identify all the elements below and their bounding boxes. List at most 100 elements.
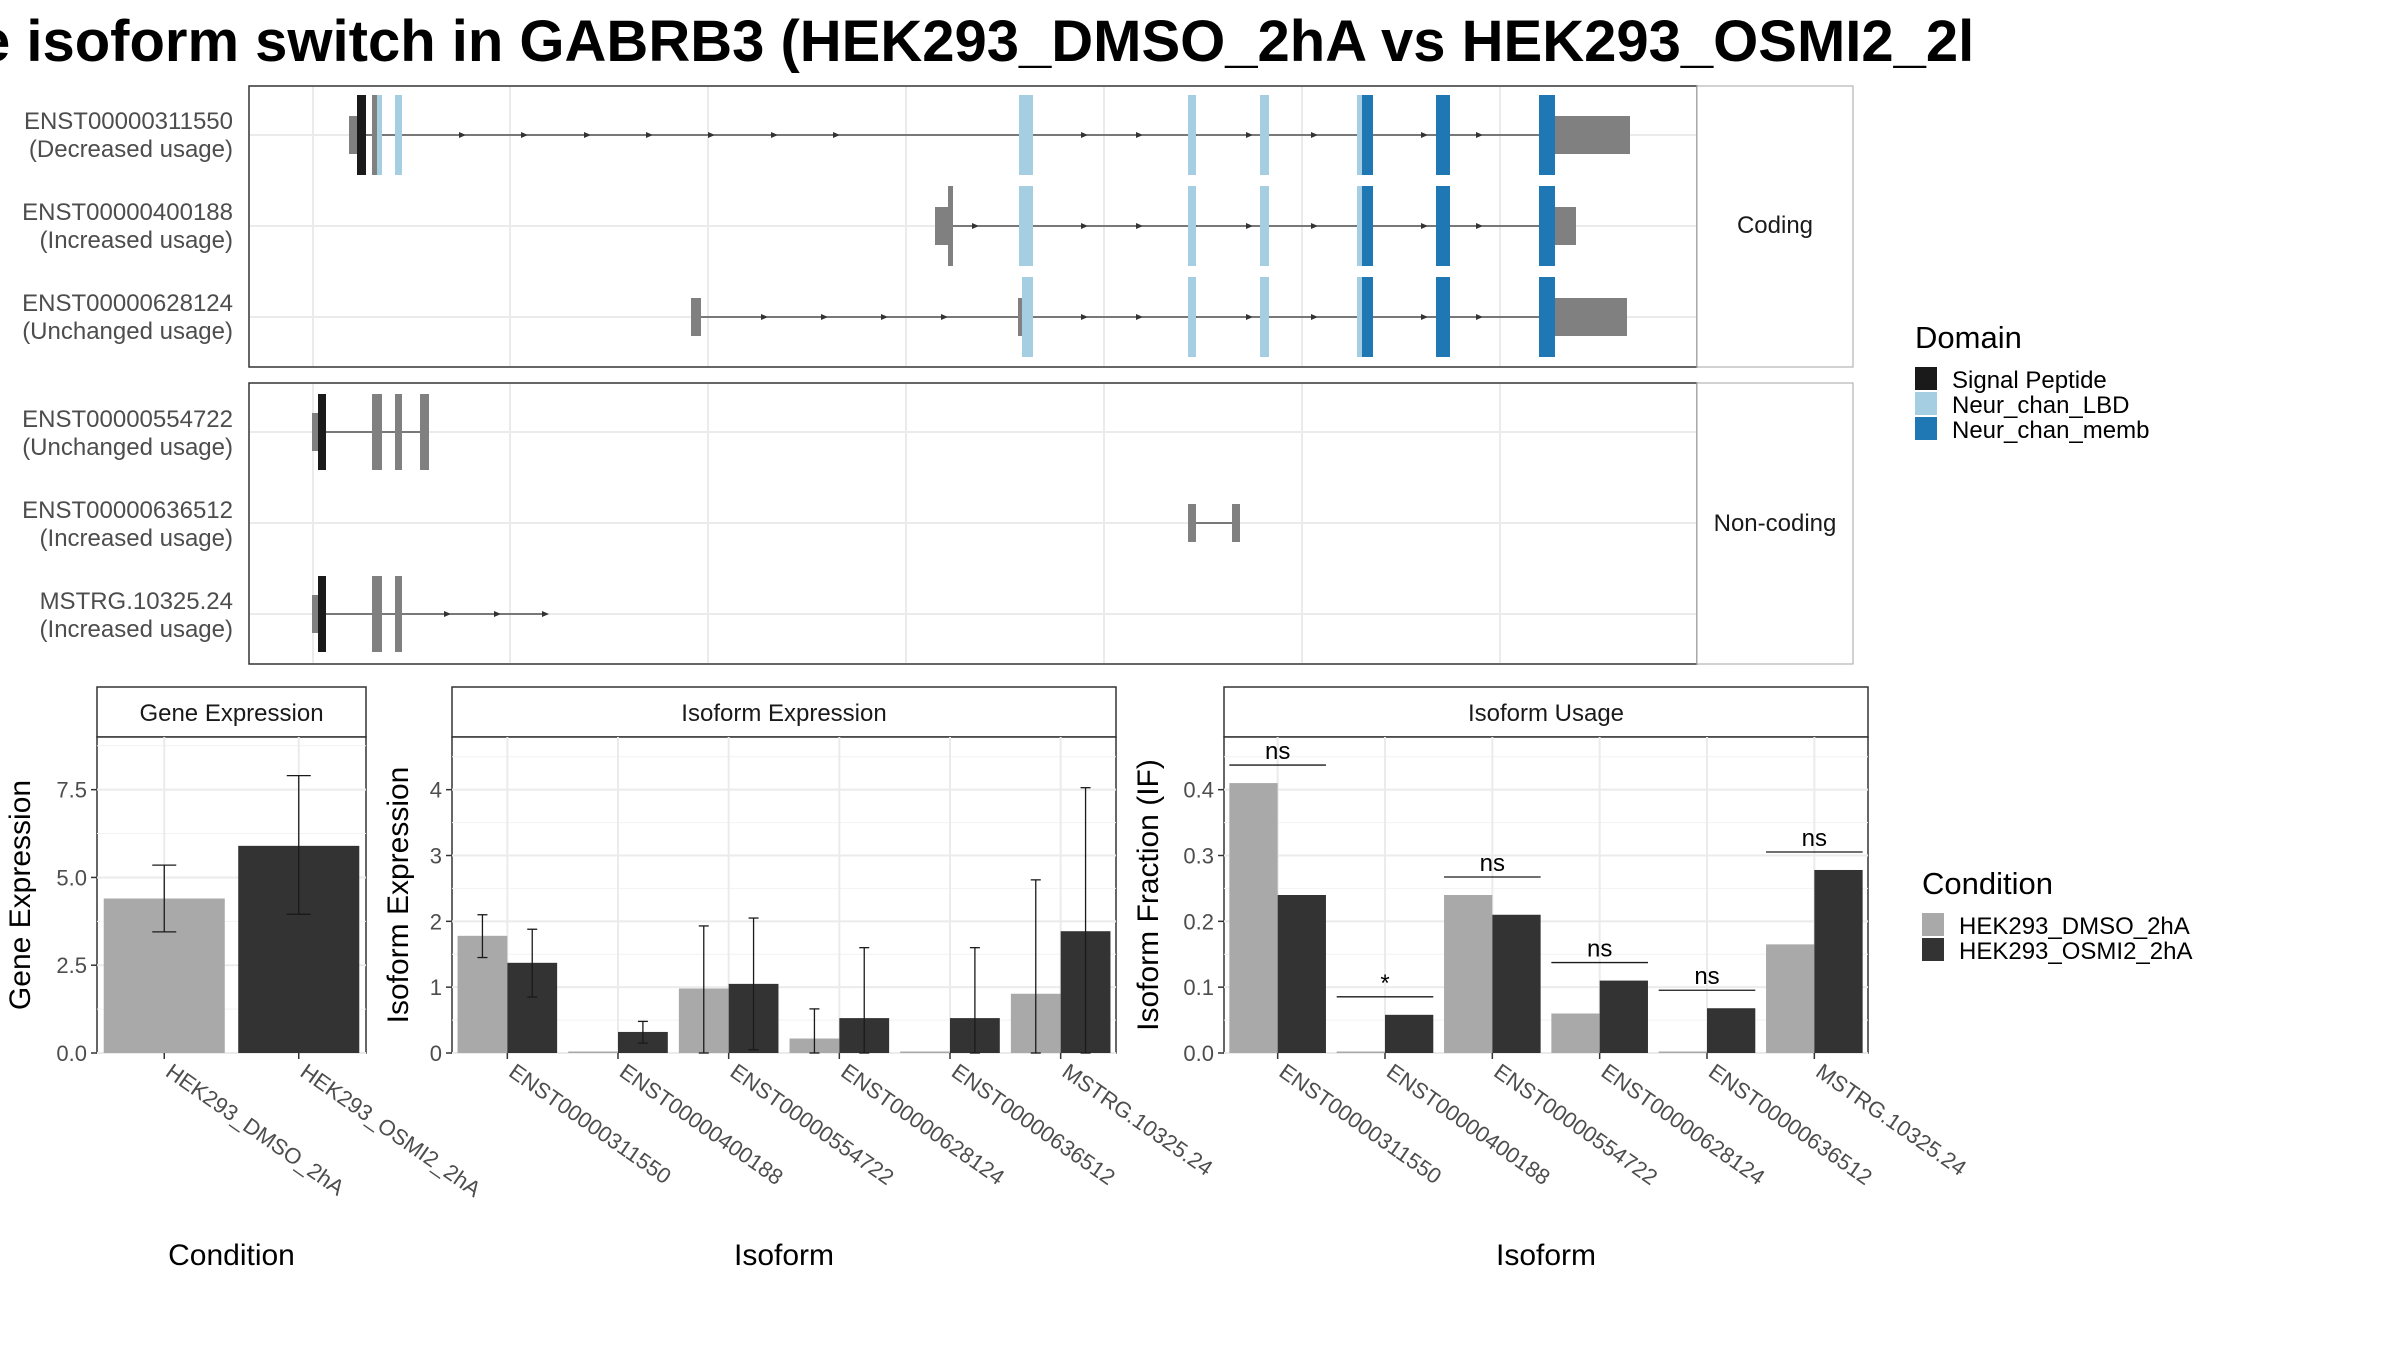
y-tick-label: 0.0 — [56, 1041, 87, 1066]
strand-arrow — [1136, 132, 1143, 138]
noncoding-transcript-panel: Non-coding — [248, 382, 1854, 665]
y-tick-label: 2.5 — [56, 953, 87, 978]
bar — [1492, 914, 1541, 1053]
significance-label: ns — [1802, 825, 1827, 852]
y-tick-label: 7.5 — [56, 778, 87, 803]
panel-strip — [96, 686, 367, 738]
exon-block — [1539, 95, 1555, 175]
exon-block — [1260, 277, 1269, 357]
bar — [1551, 1013, 1600, 1053]
y-tick-label: 3 — [430, 844, 442, 869]
coding-strip — [1696, 85, 1854, 368]
strand-arrow — [1476, 314, 1483, 320]
legend-label: Neur_chan_LBD — [1952, 392, 2129, 419]
exon-block — [691, 298, 701, 336]
exon-block — [1188, 504, 1196, 542]
legend-label: HEK293_DMSO_2hA — [1959, 913, 2190, 940]
transcript-id: MSTRG.10325.24 — [40, 588, 233, 615]
exon-block — [372, 576, 382, 652]
strand-arrow — [459, 132, 466, 138]
bar — [1814, 869, 1863, 1053]
panel-title: Isoform Usage — [1468, 700, 1624, 727]
strand-arrow — [1246, 223, 1253, 229]
domain-legend-title: Domain — [1915, 320, 2022, 355]
y-tick-label: 0 — [430, 1041, 442, 1066]
strand-arrow — [584, 132, 591, 138]
exon-block — [312, 595, 319, 633]
strand-arrow — [444, 611, 451, 617]
strand-arrow — [761, 314, 768, 320]
transcript-usage: (Unchanged usage) — [22, 434, 233, 461]
significance-label: ns — [1587, 936, 1612, 963]
exon-block — [1436, 277, 1450, 357]
exon-block — [372, 394, 382, 470]
transcript-usage: (Increased usage) — [40, 227, 233, 254]
exon-block — [1260, 95, 1269, 175]
exon-block — [1018, 298, 1023, 336]
exon-block — [1555, 116, 1630, 154]
exon-block — [395, 394, 402, 470]
noncoding-panel-grid — [250, 384, 1696, 663]
exon-block — [1539, 186, 1555, 266]
bar — [1229, 783, 1278, 1053]
legend-swatch-dmso — [1922, 913, 1944, 936]
strand-arrow — [542, 611, 549, 617]
bar — [1385, 1014, 1434, 1053]
legend-swatch-osmi2 — [1922, 938, 1944, 961]
exon-block — [420, 394, 429, 470]
transcript-id: ENST00000554722 — [22, 406, 233, 433]
exon-block — [1555, 298, 1627, 336]
y-tick-label: 0.3 — [1183, 844, 1214, 869]
exon-block — [1357, 95, 1362, 175]
significance-label: * — [1380, 970, 1389, 997]
exon-block — [935, 207, 949, 245]
bar — [1599, 980, 1648, 1053]
strand-arrow — [1421, 223, 1428, 229]
significance-label: ns — [1265, 738, 1290, 765]
exon-block — [395, 576, 402, 652]
legend-swatch-signal-peptide — [1915, 367, 1937, 390]
domain-legend: Domain Signal Peptide Neur_chan_LBD Neur… — [1915, 320, 2149, 444]
condition-legend-title: Condition — [1922, 866, 2053, 901]
exon-block — [349, 116, 357, 154]
y-tick-label: 1 — [430, 975, 442, 1000]
transcript-labels: ENST00000311550 (Decreased usage) ENST00… — [22, 108, 233, 643]
exon-block — [948, 186, 953, 266]
isoform-usage-chart: Isoform Usage0.00.10.20.30.4ENST00000311… — [1132, 686, 1971, 1272]
transcript-id: ENST00000311550 — [24, 108, 233, 135]
bar — [568, 1051, 618, 1053]
panel-strip — [1223, 686, 1869, 738]
significance-label: ns — [1480, 850, 1505, 877]
y-tick-label: 0.0 — [1183, 1041, 1214, 1066]
exon-block — [312, 413, 319, 451]
exon-block — [1188, 186, 1196, 266]
y-axis-title: Isoform Fraction (IF) — [1132, 759, 1165, 1031]
noncoding-strip — [1696, 382, 1854, 665]
exon-block — [1362, 186, 1373, 266]
exon-block — [426, 413, 429, 451]
x-axis-title: Isoform — [734, 1239, 834, 1272]
exon-block — [1019, 95, 1033, 175]
panel-title: Isoform Expression — [681, 700, 886, 727]
transcript-id: ENST00000400188 — [22, 199, 233, 226]
x-axis-title: Isoform — [1496, 1239, 1596, 1272]
legend-label: Neur_chan_memb — [1952, 417, 2149, 444]
exon-block — [395, 95, 402, 175]
strand-arrow — [1311, 223, 1318, 229]
strand-arrow — [1081, 223, 1088, 229]
transcript-id: ENST00000636512 — [22, 497, 233, 524]
y-axis-title: Isoform Expression — [382, 767, 415, 1024]
y-tick-label: 0.2 — [1183, 909, 1214, 934]
noncoding-strip-label: Non-coding — [1714, 510, 1837, 537]
exon-block — [318, 576, 326, 652]
transcript-id: ENST00000628124 — [22, 290, 233, 317]
exon-block — [1357, 186, 1362, 266]
bar — [900, 1051, 950, 1053]
transcript-usage: (Decreased usage) — [29, 136, 233, 163]
strand-arrow — [1311, 132, 1318, 138]
strand-arrow — [1421, 314, 1428, 320]
strand-arrow — [821, 314, 828, 320]
exon-block — [1362, 95, 1373, 175]
